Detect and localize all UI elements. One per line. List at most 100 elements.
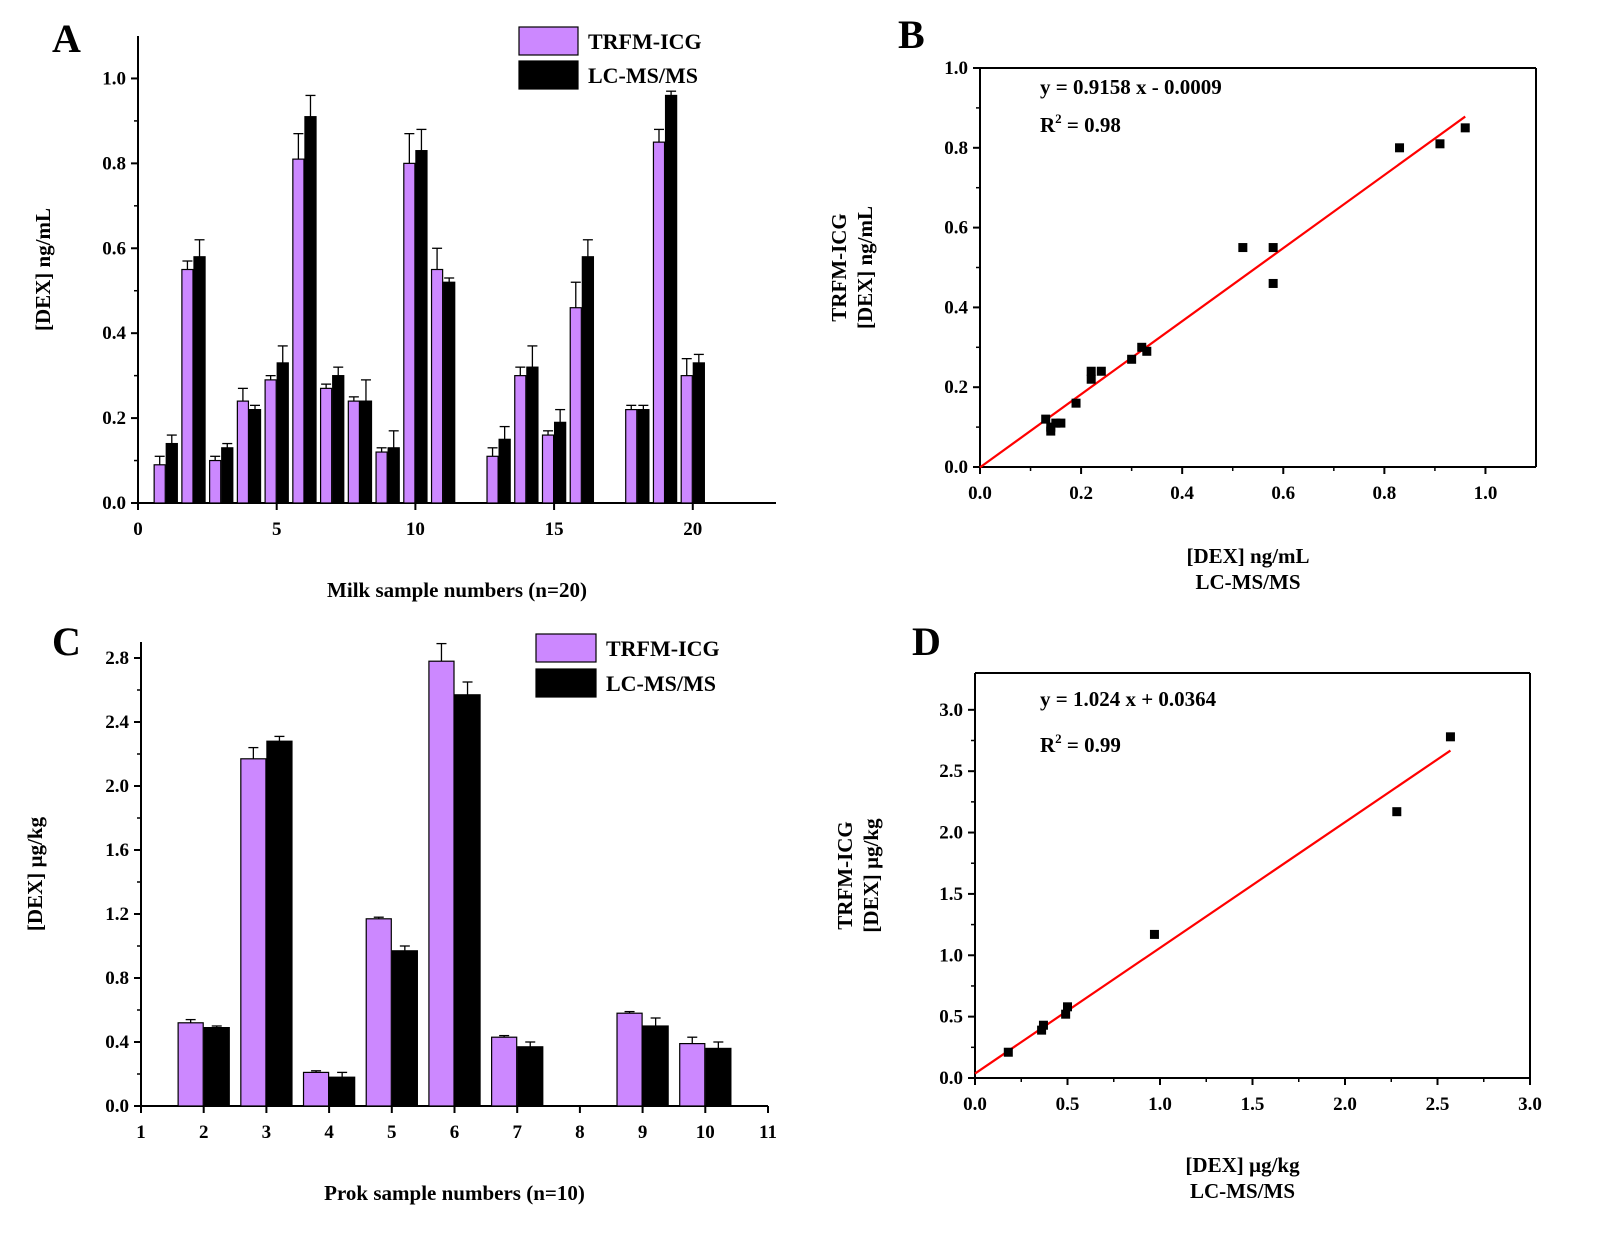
bar-trfm-icg (365, 918, 392, 1107)
bar-lc-ms-ms (517, 1046, 544, 1107)
x-tick-label: 0.5 (1056, 1094, 1080, 1115)
bar-trfm-icg (625, 409, 638, 504)
x-tick-label: 0.2 (1069, 483, 1093, 504)
panel-a-bar-chart: 0.0 0.2 0.4 0.6 0.8 1.0 0 5 10 15 20 Milk sample nu… (31, 26, 776, 602)
bar-lc-ms-ms (454, 694, 481, 1107)
regression-equation: y = 0.9158 x - 0.0009 (1040, 75, 1222, 99)
bar-trfm-icg (292, 158, 305, 504)
y-tick-label: 2.0 (939, 823, 963, 844)
bar-trfm-icg (428, 660, 455, 1107)
y-axis-title-line-2: [DEX] µg/kg (859, 818, 883, 933)
data-point (1086, 374, 1096, 384)
x-axis-title-line-2: LC-MS/MS (1190, 1179, 1295, 1203)
y-tick-label: 0.8 (102, 153, 126, 174)
bar-lc-ms-ms (498, 438, 511, 504)
x-tick-label: 8 (575, 1122, 585, 1143)
x-tick-label: 15 (545, 519, 564, 540)
y-axis-title: [DEX] ng/mL (31, 208, 55, 331)
x-tick-label: 6 (450, 1122, 460, 1143)
y-tick-label: 0.4 (102, 323, 126, 344)
x-tick-label: 2.5 (1426, 1094, 1450, 1115)
x-tick-label: 5 (387, 1122, 397, 1143)
y-tick-label: 1.0 (939, 945, 963, 966)
y-axis-title-line-2: [DEX] ng/mL (853, 206, 877, 329)
x-axis-title-line-2: LC-MS/MS (1196, 570, 1301, 594)
data-point (1071, 398, 1081, 408)
x-tick-label: 0.4 (1170, 483, 1194, 504)
bar-lc-ms-ms (705, 1047, 732, 1107)
y-tick-label: 2.5 (939, 761, 963, 782)
data-point (1238, 243, 1248, 253)
x-tick-label: 3.0 (1518, 1094, 1542, 1115)
bar-trfm-icg (375, 451, 388, 504)
x-tick-label: 0.6 (1271, 483, 1295, 504)
bar-trfm-icg (616, 1012, 643, 1107)
data-point (1445, 732, 1455, 742)
data-point (1051, 418, 1061, 428)
y-tick-label: 0.2 (102, 408, 126, 429)
data-point (1460, 123, 1470, 133)
bar-trfm-icg (491, 1036, 518, 1107)
legend-swatch-trfm-icg (518, 26, 579, 56)
y-tick-label: 0.0 (105, 1096, 129, 1117)
panel-c-bar-chart: 0.0 0.4 0.8 1.2 1.6 2.0 2.4 2.8 1 2 3 4 5 6 7 8 9 10 11 Pro… (23, 633, 777, 1205)
y-tick-label: 1.5 (939, 884, 963, 905)
data-point (1063, 1002, 1072, 1012)
bar-lc-ms-ms (221, 447, 234, 504)
y-tick-label: 0.0 (939, 1068, 963, 1089)
y-tick-label: 1.0 (102, 68, 126, 89)
data-point (1268, 278, 1278, 288)
x-tick-label: 2 (199, 1122, 209, 1143)
data-point (1395, 143, 1405, 153)
data-point (1041, 414, 1051, 424)
bar-trfm-icg (569, 307, 582, 504)
bar-trfm-icg (153, 464, 166, 504)
data-point (1435, 139, 1445, 149)
bar-trfm-icg (177, 1022, 204, 1107)
bar-lc-ms-ms (664, 94, 678, 504)
bar-lc-ms-ms (581, 256, 595, 504)
data-point (1392, 807, 1402, 817)
bar-lc-ms-ms (193, 256, 206, 504)
bar-trfm-icg (514, 375, 527, 504)
panel-label-b: B (898, 12, 925, 57)
bar-lc-ms-ms (276, 362, 289, 504)
bar-lc-ms-ms (526, 366, 539, 504)
data-point (1003, 1047, 1013, 1057)
bar-trfm-icg (430, 268, 444, 504)
legend-label-lc-ms-ms: LC-MS/MS (606, 671, 716, 696)
legend-swatch-lc-ms-ms (518, 60, 579, 90)
legend-label-lc-ms-ms: LC-MS/MS (588, 63, 698, 88)
x-tick-label: 1.0 (1148, 1094, 1172, 1115)
legend-label-trfm-icg: TRFM-ICG (606, 636, 720, 661)
bar-lc-ms-ms (642, 1025, 669, 1107)
panel-d-scatter-chart: 0.0 0.5 1.0 1.5 2.0 2.5 3.0 0.0 0.5 1.0 1.5 2.0 2.5 3… (833, 672, 1542, 1203)
y-tick-label: 0.8 (944, 138, 968, 159)
bar-lc-ms-ms (637, 409, 650, 504)
y-tick-label: 0.0 (944, 457, 968, 478)
bar-trfm-icg (236, 400, 250, 504)
y-tick-label: 0.6 (944, 218, 968, 239)
bar-lc-ms-ms (266, 740, 293, 1107)
data-point (1096, 366, 1106, 376)
r-squared-label: R2 = 0.99 (1040, 731, 1121, 757)
r-squared-label: R2 = 0.98 (1040, 111, 1121, 137)
bar-trfm-icg (541, 434, 555, 504)
bar-lc-ms-ms (165, 442, 178, 504)
panel-label-d: D (912, 619, 941, 664)
x-axis-title: Milk sample numbers (n=20) (327, 578, 587, 602)
bar-trfm-icg (679, 1042, 706, 1107)
bar-trfm-icg (209, 459, 222, 504)
data-point (1142, 346, 1152, 356)
y-tick-label: 0.5 (939, 1007, 963, 1028)
panel-label-c: C (52, 619, 81, 664)
x-tick-label: 3 (262, 1122, 272, 1143)
bar-lc-ms-ms (387, 447, 400, 504)
panel-b-scatter-chart: 0.0 0.2 0.4 0.6 0.8 1.0 0.0 0.2 0.4 0.6 0.8 1.0 y = … (827, 58, 1537, 594)
x-tick-label: 11 (759, 1122, 777, 1143)
bar-lc-ms-ms (248, 409, 262, 504)
x-axis-title-line-1: [DEX] ng/mL (1186, 544, 1309, 568)
y-tick-label: 0.4 (105, 1032, 129, 1053)
bar-lc-ms-ms (203, 1026, 230, 1107)
